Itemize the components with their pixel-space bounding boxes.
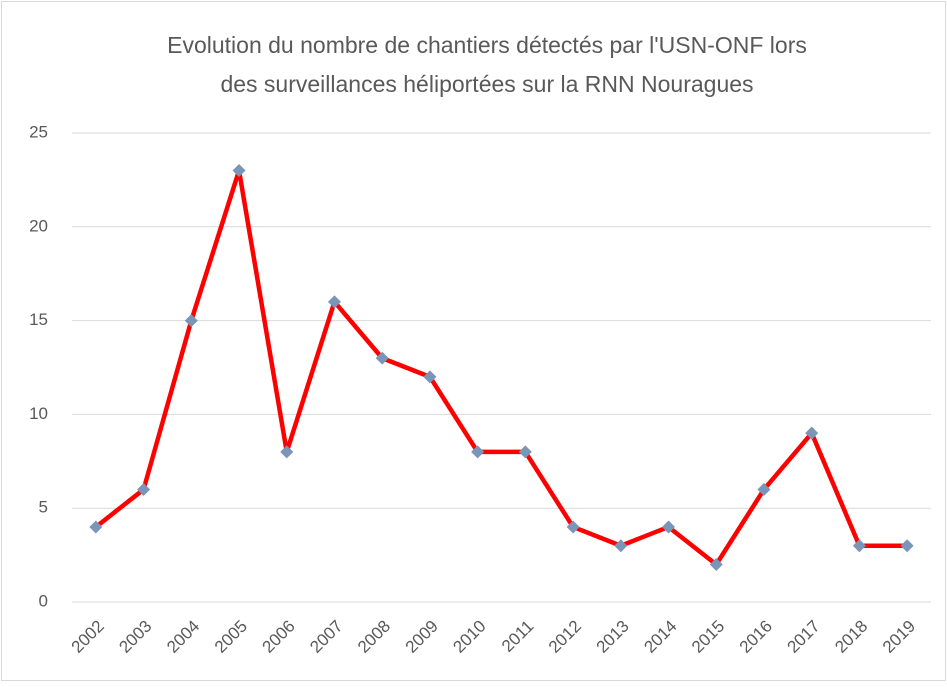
y-tick-label: 25 [29,122,48,141]
data-marker [709,557,723,571]
data-marker [900,539,914,553]
data-marker [280,445,294,459]
data-marker [805,426,819,440]
data-marker [423,370,437,384]
y-tick-label: 0 [39,591,48,610]
y-tick-label: 5 [39,498,48,517]
y-tick-label: 20 [29,216,48,235]
data-marker [137,482,151,496]
chart-title: Evolution du nombre de chantiers détecté… [167,32,807,58]
data-marker [89,520,103,534]
chart-title: des surveillances héliportées sur la RNN… [220,71,753,97]
data-marker [232,164,246,178]
data-line [94,168,908,567]
data-marker [566,520,580,534]
data-marker [614,539,628,553]
data-marker [375,351,389,365]
y-tick-label: 15 [29,310,48,329]
data-marker [471,445,485,459]
data-marker [518,445,532,459]
data-marker [327,295,341,309]
data-marker [852,539,866,553]
data-marker [757,482,771,496]
data-marker [662,520,676,534]
data-marker [184,314,198,328]
y-tick-label: 10 [29,404,48,423]
